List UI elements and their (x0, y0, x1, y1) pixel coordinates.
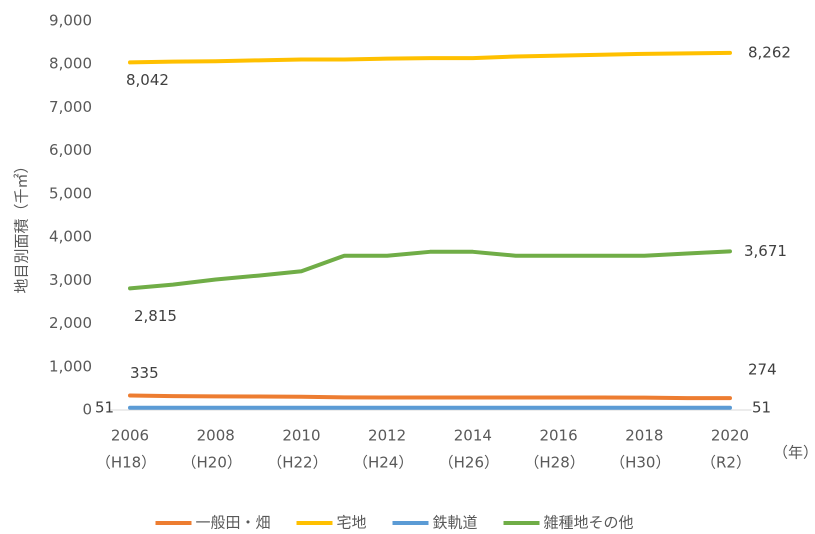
legend-label: 宅地 (337, 514, 367, 532)
y-tick-label: 2,000 (49, 314, 92, 332)
x-tick-sublabel: （H20） (182, 454, 242, 472)
x-tick-sublabel: （H28） (524, 454, 584, 472)
x-tick-label: 2016 (539, 427, 577, 445)
x-axis-unit: （年） (773, 444, 815, 462)
y-tick-label: 6,000 (49, 141, 92, 159)
x-tick-sublabel: （H30） (610, 454, 670, 472)
x-tick-label: 2008 (197, 427, 235, 445)
x-tick-label: 2006 (111, 427, 149, 445)
x-tick-sublabel: （H24） (353, 454, 413, 472)
legend-label: 鉄軌道 (433, 514, 478, 532)
y-tick-label: 7,000 (49, 98, 92, 116)
x-tick-label: 2012 (368, 427, 406, 445)
data-label: 335 (130, 364, 159, 382)
x-tick-label: 2020 (711, 427, 749, 445)
series-line (128, 50, 732, 65)
data-label: 51 (95, 398, 114, 416)
y-tick-label: 4,000 (49, 228, 92, 246)
x-tick-label: 2018 (625, 427, 663, 445)
legend-label: 雑種地その他 (544, 514, 634, 532)
x-tick-sublabel: （R2） (701, 454, 751, 472)
series-line (128, 393, 732, 401)
data-label: 2,815 (134, 307, 177, 325)
data-label: 51 (752, 398, 771, 416)
y-tick-label: 9,000 (49, 12, 92, 30)
y-tick-label: 1,000 (49, 357, 92, 375)
data-label: 8,042 (126, 71, 169, 89)
y-tick-label: 0 (82, 401, 92, 419)
x-tick-label: 2014 (454, 427, 492, 445)
y-axis-label: 地目別面積（千㎡） (13, 158, 31, 293)
x-tick-sublabel: （H18） (96, 454, 156, 472)
x-tick-label: 2010 (282, 427, 320, 445)
series-line (128, 249, 732, 291)
data-label: 3,671 (744, 242, 787, 260)
y-tick-label: 8,000 (49, 55, 92, 73)
data-label: 8,262 (748, 43, 791, 61)
data-label: 274 (748, 361, 777, 379)
legend-label: 一般田・畑 (196, 514, 271, 532)
y-tick-label: 5,000 (49, 184, 92, 202)
x-tick-sublabel: （H26） (439, 454, 499, 472)
x-tick-sublabel: （H22） (267, 454, 327, 472)
y-tick-label: 3,000 (49, 271, 92, 289)
